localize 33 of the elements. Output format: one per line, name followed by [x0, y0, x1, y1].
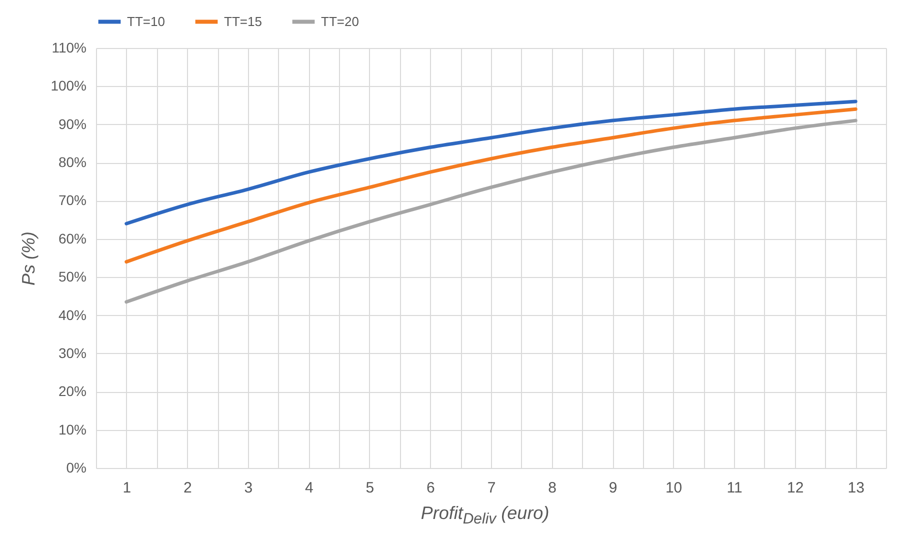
y-tick-label: 10%	[58, 421, 86, 438]
x-tick-label: 9	[608, 480, 618, 496]
legend-label: TT=10	[127, 14, 165, 29]
legend-label: TT=15	[224, 14, 262, 29]
x-tick-label: 1	[122, 480, 132, 496]
x-tick-label: 6	[426, 480, 435, 496]
x-tick-label: 4	[305, 480, 314, 496]
x-tick-label: 7	[487, 480, 496, 496]
line-series	[124, 118, 858, 304]
x-tick-label: 8	[548, 480, 556, 496]
line-series	[124, 107, 858, 264]
y-tick-label: 70%	[58, 192, 86, 208]
y-axis-title: Ps (%)	[18, 232, 39, 286]
x-tick-label: 5	[366, 480, 374, 496]
y-tick-label: 40%	[58, 306, 86, 323]
x-tick-label: 2	[183, 480, 192, 496]
y-tick-label: 60%	[58, 230, 86, 246]
x-tick-label: 3	[244, 480, 253, 496]
legend-label: TT=20	[321, 14, 359, 29]
y-tick-label: 30%	[58, 344, 86, 361]
y-tick-label: 90%	[58, 116, 86, 132]
y-tick-label: 80%	[58, 154, 86, 170]
x-axis-title: Profit$_{Deliv}$ (euro)	[420, 503, 550, 528]
line-series	[124, 100, 858, 226]
y-tick-label: 110%	[52, 40, 86, 56]
y-tick-label: 100%	[50, 78, 86, 94]
x-tick-label: 13	[848, 480, 864, 496]
x-tick-label: 12	[787, 480, 804, 496]
x-tick-label: 11	[726, 480, 742, 496]
y-tick-label: 20%	[58, 383, 86, 400]
y-tick-label: 0%	[66, 460, 86, 476]
y-tick-label: 50%	[58, 268, 86, 285]
x-tick-label: 10	[665, 480, 682, 496]
